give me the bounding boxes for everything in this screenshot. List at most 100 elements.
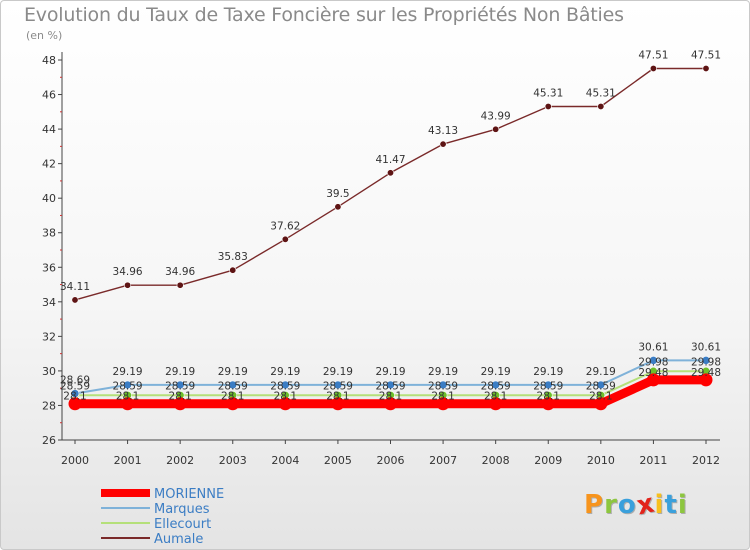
data-label: 28.1 [116,391,139,403]
data-point [386,380,395,390]
data-point [439,140,447,148]
logo-letter: o [617,490,637,520]
data-point [124,281,132,289]
y-tick-label: 48 [42,54,56,67]
x-tick-label: 2007 [429,454,457,467]
data-point [438,380,448,390]
series-aumale [71,64,710,304]
data-label: 28.59 [270,380,300,392]
legend-label: MORIENNE [154,487,224,502]
data-label: 28.59 [165,380,195,392]
data-point [492,125,500,133]
data-point [596,380,606,390]
data-label: 34.96 [113,266,143,278]
data-point [173,397,187,411]
data-label: 28.59 [375,380,405,392]
data-label: 29.19 [323,366,353,378]
data-point [121,397,135,411]
data-point [597,102,605,110]
x-tick-label: 2011 [639,454,667,467]
data-point [701,356,711,365]
data-label: 29.19 [533,366,563,378]
data-label: 29.19 [165,366,195,378]
data-label: 28.59 [218,380,248,392]
x-tick-label: 2006 [377,454,405,467]
data-label: 28.1 [63,391,86,403]
logo-letter: t [664,490,678,520]
data-label: 28.1 [168,391,191,403]
x-tick-label: 2002 [166,454,194,467]
data-label: 29.19 [270,366,300,378]
proxiti-logo: Proxiti [584,488,688,521]
x-tick-label: 2001 [114,454,142,467]
x-tick-label: 2012 [692,454,720,467]
data-label: 28.59 [533,380,563,392]
y-tick-label: 30 [42,365,56,378]
data-point [702,64,710,72]
data-point [333,380,343,390]
data-label: 28.1 [431,391,454,403]
data-label: 29.19 [428,366,458,378]
data-label: 28.1 [537,391,560,403]
data-label: 28.1 [484,391,507,403]
y-tick-label: 36 [42,261,56,274]
data-label: 28.1 [221,391,244,403]
data-label: 29.19 [481,366,511,378]
data-point [334,203,342,211]
data-label: 30.61 [638,341,668,353]
data-point [278,397,292,411]
data-label: 28.1 [589,391,612,403]
data-point [594,397,608,411]
data-point [228,380,238,390]
data-label: 34.96 [165,266,195,278]
data-point [491,380,500,390]
data-label: 29.98 [638,356,668,368]
data-label: 29.19 [375,366,405,378]
data-point [699,373,713,387]
data-point [229,266,237,274]
data-label: 43.13 [428,125,458,137]
x-tick-label: 2004 [271,454,299,467]
x-tick-label: 2009 [534,454,562,467]
x-tick-label: 2008 [482,454,510,467]
logo-letter: P [584,490,605,520]
data-label: 30.61 [691,341,721,353]
data-label: 28.1 [379,391,402,403]
data-point [281,235,289,243]
data-point [649,64,657,72]
data-point [71,296,79,304]
x-tick-label: 2003 [219,454,247,467]
data-label: 35.83 [218,251,248,263]
data-point [489,397,503,411]
data-point [123,380,132,390]
data-point [175,380,185,390]
y-tick-label: 40 [42,192,56,205]
y-tick-label: 42 [42,158,56,171]
data-label: 34.11 [60,281,90,293]
data-label: 43.99 [481,110,511,122]
y-tick-label: 26 [42,434,56,447]
data-point [176,281,184,289]
data-point [68,397,82,411]
data-label: 28.59 [113,380,143,392]
data-label: 41.47 [375,154,405,166]
y-axis-unit-label: (en %) [26,29,63,42]
data-label: 45.31 [533,87,563,99]
data-point [281,380,290,390]
data-point [384,397,397,411]
data-point [386,169,394,177]
legend-label: Marques [154,502,210,517]
data-label: 29.48 [691,367,721,379]
x-tick-label: 2000 [61,454,89,467]
y-tick-label: 32 [42,330,56,343]
logo-letter: i [677,490,688,520]
legend-label: Ellecourt [154,517,211,532]
data-label: 47.51 [638,49,668,61]
series-line [74,67,706,301]
data-label: 28.59 [323,380,353,392]
data-label: 37.62 [270,220,300,232]
data-point [649,356,658,365]
data-label: 28.59 [428,380,458,392]
data-label: 29.48 [638,367,668,379]
